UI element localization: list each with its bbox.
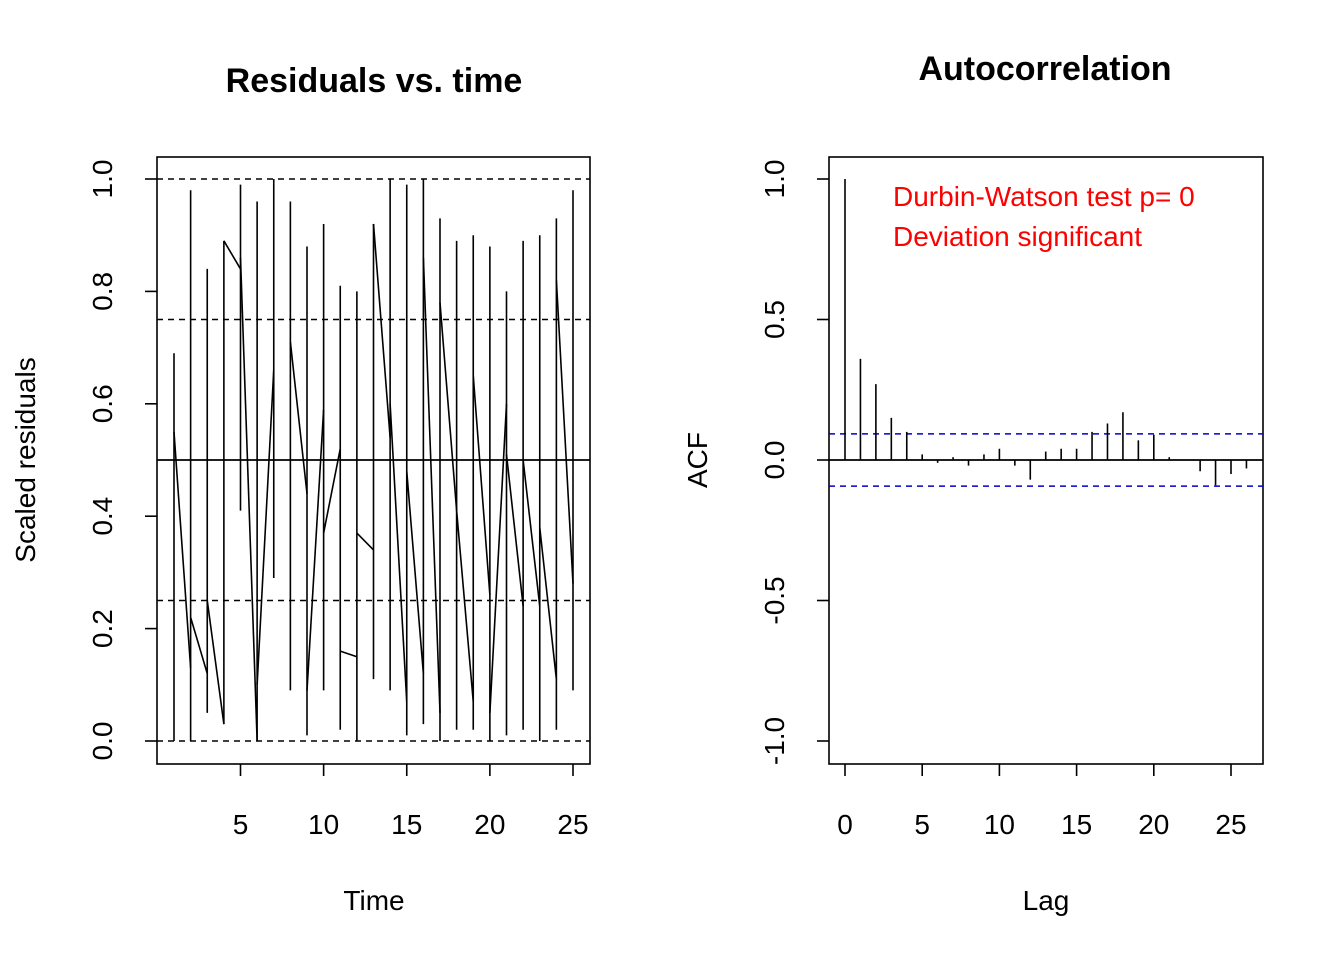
acf-x-tick-label-1: 5 <box>914 809 930 840</box>
residuals-y-tick-label-2: 0.4 <box>87 497 118 536</box>
acf-y-tick-label-4: 1.0 <box>759 160 790 199</box>
residuals-x-tick-label-0: 5 <box>233 809 249 840</box>
residual-connector-18 <box>472 375 491 595</box>
residual-connector-4 <box>223 240 242 270</box>
residuals-x-label: Time <box>343 885 404 916</box>
residual-connector-2 <box>189 617 209 674</box>
residual-connector-7 <box>289 341 308 494</box>
residual-connector-19 <box>489 403 508 713</box>
acf-x-tick-label-0: 0 <box>837 809 853 840</box>
residual-connector-5 <box>239 257 258 742</box>
residuals-y-tick-label-3: 0.6 <box>87 384 118 423</box>
residuals-x-tick-label-1: 10 <box>308 809 339 840</box>
residuals-y-axis: 0.0 0.2 0.4 0.6 0.8 1.0 <box>87 160 157 761</box>
residual-connector-12 <box>372 223 391 438</box>
residuals-y-label: Scaled residuals <box>10 357 41 562</box>
residual-connector-16 <box>439 302 458 511</box>
residuals-x-tick-label-3: 20 <box>474 809 505 840</box>
acf-y-label: ACF <box>682 432 713 488</box>
acf-y-tick-label-1: -0.5 <box>759 576 790 624</box>
residual-connector-3 <box>206 600 225 725</box>
acf-x-label: Lag <box>1023 885 1070 916</box>
residuals-x-axis: 5 10 15 20 25 <box>233 764 589 840</box>
residual-connector-1 <box>173 431 192 668</box>
residuals-y-tick-label-1: 0.2 <box>87 609 118 648</box>
acf-x-tick-label-2: 10 <box>984 809 1015 840</box>
residual-connector-15 <box>422 257 441 713</box>
residual-connector-21 <box>522 459 541 607</box>
residuals-y-tick-label-0: 0.0 <box>87 722 118 761</box>
residuals-series <box>173 179 574 742</box>
acf-panel: Autocorrelation 0 5 10 15 20 25 -1.0 -0.5 0.0 0.… <box>682 50 1264 916</box>
acf-x-tick-label-3: 15 <box>1061 809 1092 840</box>
residual-connector-8 <box>306 409 325 691</box>
residuals-x-tick-label-4: 25 <box>557 809 588 840</box>
residual-connector-20 <box>505 454 524 607</box>
residuals-y-tick-label-5: 1.0 <box>87 160 118 199</box>
residuals-y-tick-label-4: 0.8 <box>87 272 118 311</box>
residual-connector-14 <box>405 471 425 674</box>
residual-connector-9 <box>322 448 342 534</box>
acf-y-axis: -1.0 -0.5 0.0 0.5 1.0 <box>759 160 829 765</box>
acf-x-tick-label-4: 20 <box>1138 809 1169 840</box>
residual-connector-23 <box>555 280 574 584</box>
acf-x-tick-label-5: 25 <box>1215 809 1246 840</box>
acf-y-tick-label-3: 0.5 <box>759 300 790 339</box>
acf-x-axis: 0 5 10 15 20 25 <box>837 764 1247 840</box>
residual-connector-22 <box>538 527 558 680</box>
residuals-panel: Residuals vs. time 5 10 15 20 25 0.00.20.40.… <box>10 62 591 916</box>
acf-annotation-result: Deviation significant <box>893 221 1142 252</box>
residual-connector-10 <box>339 650 358 658</box>
residuals-title: Residuals vs. time <box>226 62 523 100</box>
residuals-x-tick-label-2: 15 <box>391 809 422 840</box>
acf-annotation-test: Durbin-Watson test p= 0 <box>893 181 1195 212</box>
acf-y-tick-label-2: 0.0 <box>759 441 790 480</box>
acf-title: Autocorrelation <box>918 50 1171 88</box>
residual-connector-6 <box>256 370 275 685</box>
acf-y-tick-label-0: -1.0 <box>759 717 790 765</box>
acf-bars <box>844 179 1248 486</box>
residual-connector-13 <box>389 403 408 702</box>
residual-connector-17 <box>455 510 475 702</box>
residual-connector-11 <box>356 532 375 551</box>
